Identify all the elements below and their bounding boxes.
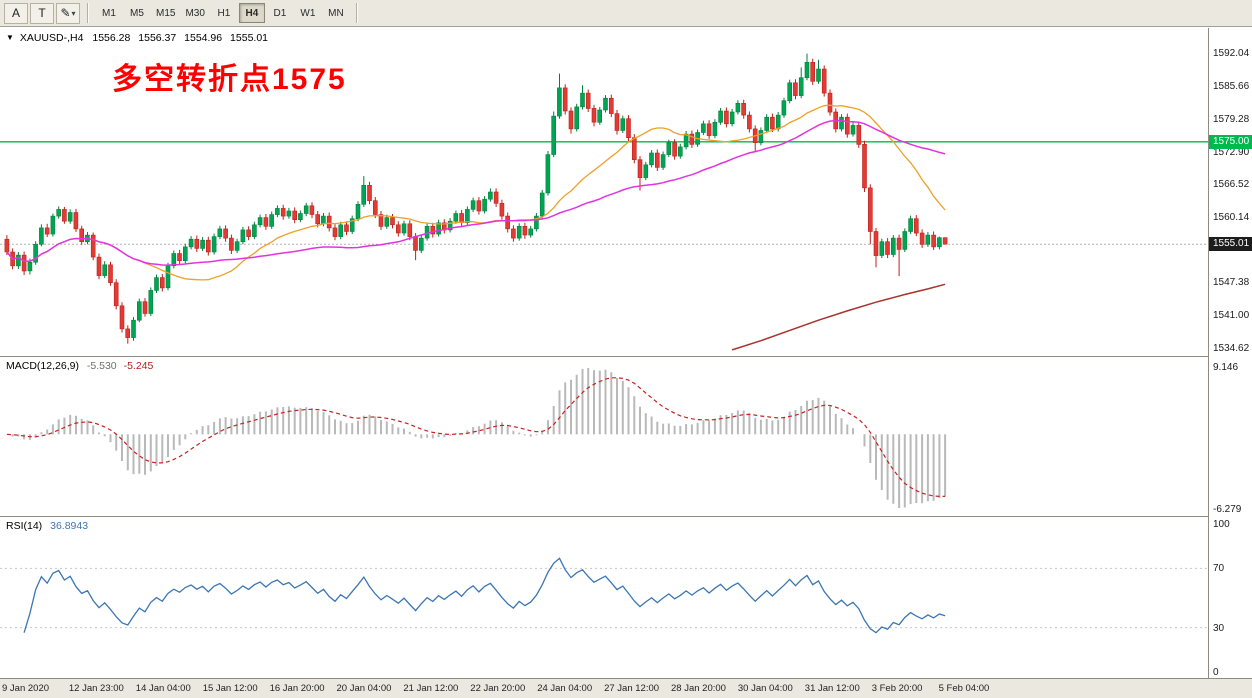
toolbar-separator	[355, 3, 358, 23]
timeframe-m5-button[interactable]: M5	[124, 3, 150, 23]
time-axis-label: 20 Jan 04:00	[336, 683, 392, 694]
moving-averages	[6, 104, 946, 351]
chevron-down-icon: ▾	[71, 8, 76, 18]
price-axis-label: 1541.00	[1213, 310, 1250, 322]
time-axis-label: 15 Jan 12:00	[202, 683, 258, 694]
ohlc-close: 1555.01	[230, 32, 269, 44]
symbol-label: XAUUSD-,H4	[19, 32, 84, 44]
timeframe-w1-button[interactable]: W1	[295, 3, 321, 23]
rsi-header: RSI(14) 36.8943	[6, 520, 88, 532]
chart-header: ▼ XAUUSD-,H4 1556.28 1556.37 1554.96 155…	[6, 32, 273, 44]
price-axis-label: 1534.62	[1213, 342, 1250, 354]
time-axis-label: 9 Jan 2020	[2, 683, 50, 694]
rsi-value: 36.8943	[50, 520, 89, 532]
time-axis-label: 3 Feb 20:00	[871, 683, 923, 694]
time-axis-label: 14 Jan 04:00	[135, 683, 191, 694]
horizontal-lines	[0, 141, 1208, 245]
time-axis-label: 22 Jan 20:00	[470, 683, 526, 694]
price-axis-label: 1592.04	[1213, 48, 1250, 60]
rsi-line	[23, 557, 946, 634]
panel-splitter[interactable]	[0, 356, 1252, 357]
rsi-axis-label: 70	[1213, 563, 1225, 575]
time-axis-label: 28 Jan 20:00	[671, 683, 726, 694]
time-axis-label: 21 Jan 12:00	[403, 683, 459, 694]
macd-indicator-label: MACD(12,26,9)	[6, 360, 79, 372]
time-axis-label: 16 Jan 20:00	[269, 683, 325, 694]
ohlc-low: 1554.96	[184, 32, 223, 44]
panel-splitter[interactable]	[0, 516, 1252, 517]
macd-axis-label: 9.146	[1213, 362, 1239, 373]
macd-signal-line	[6, 377, 946, 497]
toolbar: A T ✎ ▾ M1 M5 M15 M30 H1 H4 D1 W1 MN	[0, 0, 1252, 27]
price-axis-label: 1585.66	[1213, 81, 1250, 93]
rsi-levels	[0, 567, 1208, 629]
candlesticks	[4, 53, 948, 344]
time-axis-label: 24 Jan 04:00	[537, 683, 593, 694]
current-price-tag: 1555.01	[1209, 237, 1252, 252]
macd-panel[interactable]	[0, 357, 1208, 516]
text-tool-button[interactable]: T	[30, 2, 54, 24]
timeframe-m1-button[interactable]: M1	[96, 3, 122, 23]
price-axis-label: 1560.14	[1213, 211, 1250, 223]
timeframe-d1-button[interactable]: D1	[267, 3, 293, 23]
collapse-triangle-icon[interactable]: ▼	[6, 33, 14, 42]
price-axis-label: 1566.52	[1213, 179, 1250, 191]
timeframe-h4-button[interactable]: H4	[238, 3, 265, 23]
ohlc-open: 1556.28	[92, 32, 131, 44]
time-axis-label: 12 Jan 23:00	[68, 683, 124, 694]
timeframe-m15-button[interactable]: M15	[152, 3, 179, 23]
ohlc-high: 1556.37	[138, 32, 177, 44]
price-axis-label: 1547.38	[1213, 277, 1250, 289]
rsi-indicator-label: RSI(14)	[6, 520, 43, 532]
price-axis-label: 1579.28	[1213, 113, 1250, 125]
annotation-a-button[interactable]: A	[4, 2, 28, 24]
chart-annotation-text[interactable]: 多空转折点1575	[112, 63, 347, 96]
price-axis[interactable]: 1592.04 1585.66 1579.28 1572.90 1566.52 1560.…	[1208, 28, 1252, 678]
time-axis-label: 30 Jan 04:00	[737, 683, 793, 694]
time-axis-label: 31 Jan 12:00	[804, 683, 860, 694]
time-axis-label: 5 Feb 04:00	[938, 683, 990, 694]
time-axis[interactable]: 9 Jan 2020 12 Jan 23:00 14 Jan 04:00 15 Jan…	[0, 678, 1252, 698]
rsi-panel[interactable]	[0, 517, 1208, 678]
rsi-axis-label: 30	[1213, 622, 1225, 634]
macd-signal-value: -5.245	[123, 360, 154, 372]
timeframe-mn-button[interactable]: MN	[323, 3, 349, 23]
time-axis-label: 27 Jan 12:00	[604, 683, 660, 694]
timeframe-h1-button[interactable]: H1	[211, 3, 237, 23]
main-chart-panel[interactable]	[0, 28, 1208, 356]
draw-tool-button[interactable]: ✎ ▾	[56, 2, 80, 24]
rsi-axis-label: 100	[1213, 519, 1230, 530]
macd-axis-label: -6.279	[1213, 504, 1242, 515]
macd-main-value: -5.530	[86, 360, 117, 372]
toolbar-separator	[87, 3, 89, 23]
pencil-icon: ✎	[60, 5, 71, 20]
rsi-axis-label: 0	[1213, 667, 1219, 678]
hline-price-tag: 1575.00	[1209, 134, 1252, 149]
macd-histogram	[11, 368, 947, 508]
timeframe-m30-button[interactable]: M30	[181, 3, 208, 23]
price-axis-label: 1572.90	[1213, 146, 1250, 158]
macd-header: MACD(12,26,9) -5.530 -5.245	[6, 360, 153, 372]
